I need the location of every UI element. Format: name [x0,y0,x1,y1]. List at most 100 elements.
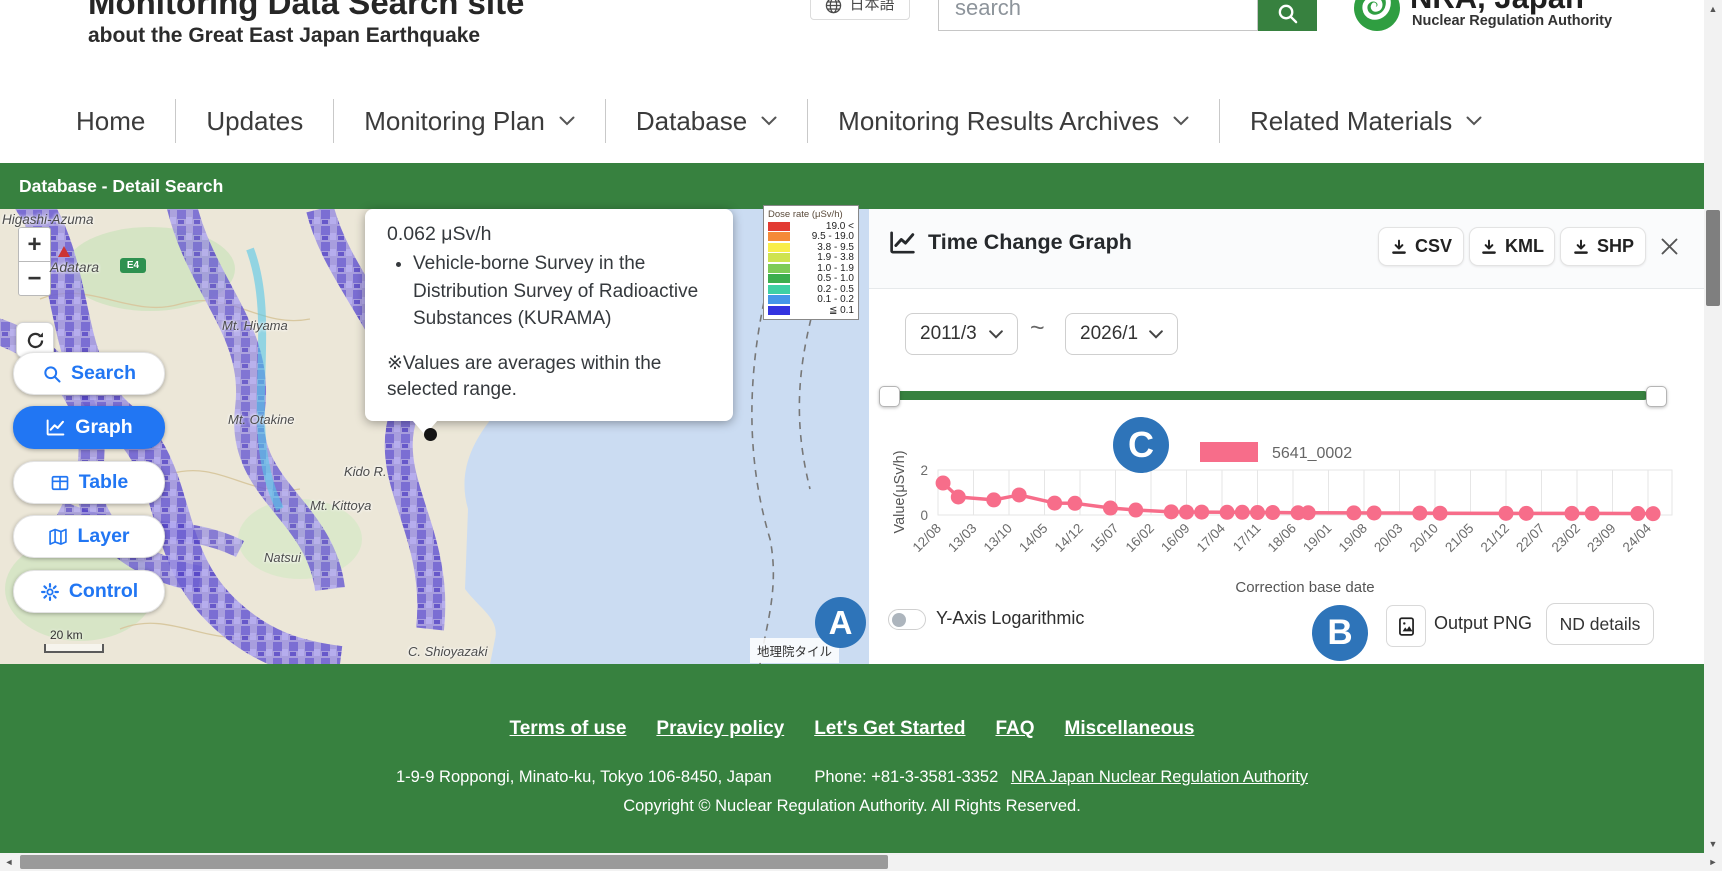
slider-handle-left[interactable] [879,386,900,407]
globe-icon [825,0,842,14]
legend-row: 19.0 < [768,221,854,232]
slider-handle-right[interactable] [1646,386,1667,407]
svg-text:16/09: 16/09 [1158,521,1193,556]
svg-text:14/05: 14/05 [1016,521,1051,556]
panel-title: Time Change Graph [928,230,1132,254]
svg-text:Value(μSv/h): Value(μSv/h) [892,450,908,533]
footer-link-let-s-get-started[interactable]: Let's Get Started [814,718,966,739]
language-button[interactable]: 日本語 [810,0,910,20]
date-to-value: 2026/1 [1080,323,1139,344]
footer-links: Terms of use Pravicy policy Let's Get Star… [0,718,1704,740]
output-png-button[interactable] [1386,605,1426,647]
chevron-down-icon [1149,329,1163,339]
svg-text:12/08: 12/08 [910,521,945,556]
map-scale-bar [44,644,104,653]
footer-link-terms-of-use[interactable]: Terms of use [509,718,627,739]
map-tool-label: Table [78,471,129,493]
breadcrumb-bar: Database - Detail Search [0,163,1722,209]
scroll-down-icon[interactable]: ▼ [1704,835,1722,853]
footer-copyright: Copyright © Nuclear Regulation Authority… [623,797,1081,815]
map-place-label: Kido R. [344,464,387,479]
scroll-up-icon[interactable]: ▲ [1704,0,1722,18]
legend-swatch [768,295,790,305]
chevron-down-icon [559,116,575,126]
toggle-knob [892,612,906,627]
chevron-down-icon [761,116,777,126]
layer-icon [48,527,68,547]
svg-text:23/09: 23/09 [1584,521,1619,556]
nav-item-related-materials[interactable]: Related Materials [1220,99,1512,143]
map-tool-control-button[interactable]: Control [13,570,165,613]
map-popup: 0.062 μSv/h Vehicle-borne Survey in the … [365,209,733,421]
legend-row: ≦ 0.1 [768,305,854,316]
date-to-select[interactable]: 2026/1 [1065,313,1178,355]
scroll-left-icon[interactable]: ◄ [0,853,18,871]
legend-row: 0.1 - 0.2 [768,294,854,306]
nav-item-updates[interactable]: Updates [176,99,335,143]
dose-rate-legend: Dose rate (μSv/h) 19.0 <9.5 - 19.0 3.8 - … [763,205,859,320]
export-kml-button[interactable]: KML [1469,227,1555,266]
chevron-down-icon [1173,116,1189,126]
map-tool-layer-button[interactable]: Layer [13,515,165,558]
nav-item-home[interactable]: Home [46,99,177,143]
date-range-slider-track[interactable] [892,391,1648,400]
map-zoom-out-button[interactable]: − [18,261,51,296]
site-subtitle: about the Great East Japan Earthquake [88,24,481,47]
footer-authority-link[interactable]: NRA Japan Nuclear Regulation Authority [1010,768,1309,786]
vertical-scrollbar-thumb[interactable] [1706,210,1720,306]
search-input[interactable] [938,0,1258,31]
map-marker[interactable] [424,428,437,441]
horizontal-scrollbar-thumb[interactable] [20,855,888,869]
svg-text:2: 2 [920,463,928,478]
map-tool-search-button[interactable]: Search [13,352,165,395]
map-zoom-in-button[interactable]: + [18,227,51,262]
dose-rate-legend-title: Dose rate (μSv/h) [768,209,843,220]
svg-text:15/07: 15/07 [1087,521,1122,556]
close-panel-button[interactable] [1652,227,1686,266]
annotation-a: A [815,597,866,648]
popup-survey-item: Vehicle-borne Survey in the Distribution… [413,250,711,333]
legend-swatch [768,253,790,263]
search-button[interactable] [1258,0,1317,31]
export-shp-button[interactable]: SHP [1560,227,1646,266]
date-from-select[interactable]: 2011/3 [905,313,1018,355]
popup-note: ※Values are averages within the selected… [387,352,662,401]
svg-text:23/02: 23/02 [1549,521,1584,556]
export-csv-button[interactable]: CSV [1378,227,1464,266]
map-tool-table-button[interactable]: Table [13,461,165,504]
language-label: 日本語 [849,0,895,13]
legend-swatch [768,263,790,273]
nra-logo[interactable]: NRA, Japan Nuclear Regulation Authority [1352,0,1706,37]
nav-item-database[interactable]: Database [606,99,809,143]
nd-details-button[interactable]: ND details [1546,603,1654,645]
svg-text:19/08: 19/08 [1336,521,1371,556]
footer-link-pravicy-policy[interactable]: Pravicy policy [656,718,785,739]
y-axis-log-toggle[interactable] [888,609,926,630]
legend-row: 0.5 - 1.0 [768,273,854,285]
search-icon [1276,2,1299,25]
footer-link-miscellaneous[interactable]: Miscellaneous [1064,718,1195,739]
legend-range-label: 0.1 - 0.2 [817,294,854,306]
svg-text:21/05: 21/05 [1442,521,1477,556]
footer-address: 1-9-9 Roppongi, Minato-ku, Tokyo 106-845… [395,768,772,786]
footer-link-faq[interactable]: FAQ [995,718,1035,739]
legend-row: 1.9 - 3.8 [768,252,854,263]
nav-item-label: Monitoring Plan [364,105,545,136]
volcano-icon [58,246,70,257]
map-tool-graph-button[interactable]: Graph [13,406,165,449]
nav-item-label: Database [635,105,748,136]
svg-text:14/12: 14/12 [1052,521,1087,556]
chevron-down-icon [1466,116,1482,126]
svg-text:17/11: 17/11 [1230,521,1264,555]
minus-icon: − [27,264,42,292]
map-tool-label: Control [68,580,139,602]
vertical-scrollbar[interactable] [1704,0,1722,853]
nav-item-monitoring-plan[interactable]: Monitoring Plan [334,99,606,143]
site-title: Monitoring Data Search site [88,0,525,21]
scroll-right-icon[interactable]: ► [1704,853,1722,871]
legend-range-label: 0.5 - 1.0 [817,273,854,285]
chevron-down-icon [989,329,1003,339]
nav-item-monitoring-results-archives[interactable]: Monitoring Results Archives [808,99,1220,143]
legend-row: 1.0 - 1.9 [768,263,854,274]
